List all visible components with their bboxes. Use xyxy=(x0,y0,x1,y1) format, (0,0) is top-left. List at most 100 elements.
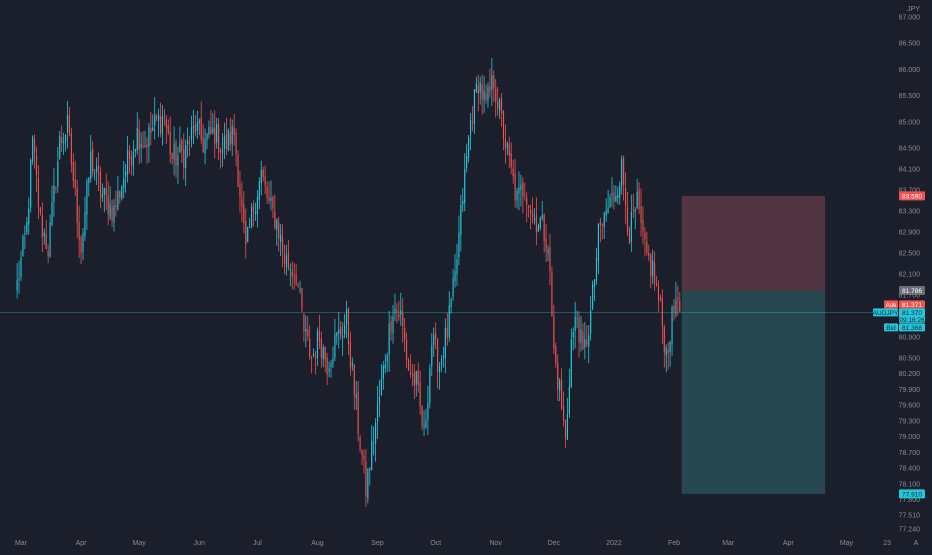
candle xyxy=(355,380,357,410)
candle-body xyxy=(673,305,675,313)
candle xyxy=(533,208,536,225)
candle xyxy=(411,363,413,387)
candle xyxy=(154,97,156,140)
candle xyxy=(247,226,249,243)
target-price-label-text: 77.910 xyxy=(902,491,922,498)
candle-body xyxy=(626,207,629,231)
candle-body xyxy=(657,285,660,301)
candle xyxy=(584,321,586,360)
candle-body xyxy=(121,186,123,199)
auto-scale-button[interactable]: A xyxy=(914,540,919,547)
candle xyxy=(564,419,567,448)
candle-body xyxy=(128,150,131,159)
candle-body xyxy=(194,124,196,134)
y-tick-label: 83.700 xyxy=(899,188,921,195)
candle xyxy=(595,247,598,285)
candle-body xyxy=(338,329,340,334)
candle-body xyxy=(599,221,601,226)
candle-body xyxy=(402,313,404,326)
candle-body xyxy=(518,187,520,194)
candle xyxy=(555,342,557,368)
x-tick-label: 23 xyxy=(883,540,891,547)
candle-body xyxy=(18,278,20,280)
candle-body xyxy=(74,178,76,187)
candle-body xyxy=(45,234,47,249)
candle-body xyxy=(528,206,530,208)
candle xyxy=(204,128,206,165)
candle xyxy=(636,178,638,210)
candle xyxy=(677,285,679,316)
candle xyxy=(250,203,253,229)
y-tick-label: 78.400 xyxy=(899,466,921,473)
price-axis[interactable]: JPY 87.000 86.500 86.000 85.500 85.000 84.500… xyxy=(899,6,921,534)
candle xyxy=(278,216,280,252)
candle xyxy=(582,323,584,351)
currency-label: JPY xyxy=(907,6,920,13)
candle xyxy=(450,297,452,314)
candle-body xyxy=(619,185,621,198)
candle xyxy=(351,357,353,371)
candle-body xyxy=(638,189,640,210)
candle-body xyxy=(648,252,650,257)
candle xyxy=(458,215,460,266)
candle xyxy=(415,370,417,397)
candle xyxy=(287,240,289,271)
candle-body xyxy=(187,140,189,145)
candle-body xyxy=(675,300,677,315)
candle xyxy=(241,181,243,223)
candle-body xyxy=(22,235,24,257)
candle-body xyxy=(237,154,239,187)
time-axis[interactable]: Mar Apr May Jun Jul Aug Sep Oct Nov Dec 2022 Feb Mar… xyxy=(15,540,891,547)
candle-body xyxy=(452,278,454,297)
candle-body xyxy=(456,259,458,275)
y-tick-label: 84.100 xyxy=(899,167,921,174)
candle xyxy=(454,254,456,288)
candle xyxy=(438,361,441,390)
candle xyxy=(390,315,392,341)
candle-body xyxy=(396,310,398,312)
stop-price-label: 83.590 xyxy=(899,191,925,201)
candle xyxy=(376,386,379,439)
candle-body xyxy=(243,204,245,224)
candle-body xyxy=(57,161,59,187)
candle xyxy=(404,318,406,352)
candle-body xyxy=(580,329,582,343)
candle-body xyxy=(642,220,644,232)
candle xyxy=(468,134,470,163)
candle-body xyxy=(522,182,524,197)
candle xyxy=(289,263,291,287)
candle-body xyxy=(26,221,28,233)
candle xyxy=(123,161,125,199)
candle xyxy=(262,166,264,182)
candle-body xyxy=(260,170,262,183)
candle-body xyxy=(55,187,57,190)
entry-price-label-text: 81.786 xyxy=(902,288,922,295)
candle xyxy=(611,177,613,208)
candle-body xyxy=(196,122,198,131)
candle-body xyxy=(382,365,384,379)
candle xyxy=(303,312,305,342)
candle-body xyxy=(545,238,547,251)
y-tick-label: 82.900 xyxy=(899,230,921,237)
last-price-label-text: 81.370 xyxy=(902,310,922,317)
x-tick-label: Mar xyxy=(15,540,28,547)
ask-tag: Ask xyxy=(884,300,898,309)
candle-body xyxy=(20,257,22,277)
candle xyxy=(41,202,43,253)
candle xyxy=(115,190,117,217)
candle-body xyxy=(572,331,574,338)
candle xyxy=(192,109,195,145)
candle xyxy=(266,181,268,204)
candle-body xyxy=(530,210,532,213)
candle-body xyxy=(623,158,625,186)
candle xyxy=(109,186,111,221)
candle-body xyxy=(125,171,127,177)
candle-body xyxy=(208,127,210,135)
x-tick-label: Jun xyxy=(194,540,205,547)
candle xyxy=(526,192,528,223)
candle xyxy=(28,197,30,235)
candle-body xyxy=(473,89,475,125)
candle xyxy=(537,223,539,233)
